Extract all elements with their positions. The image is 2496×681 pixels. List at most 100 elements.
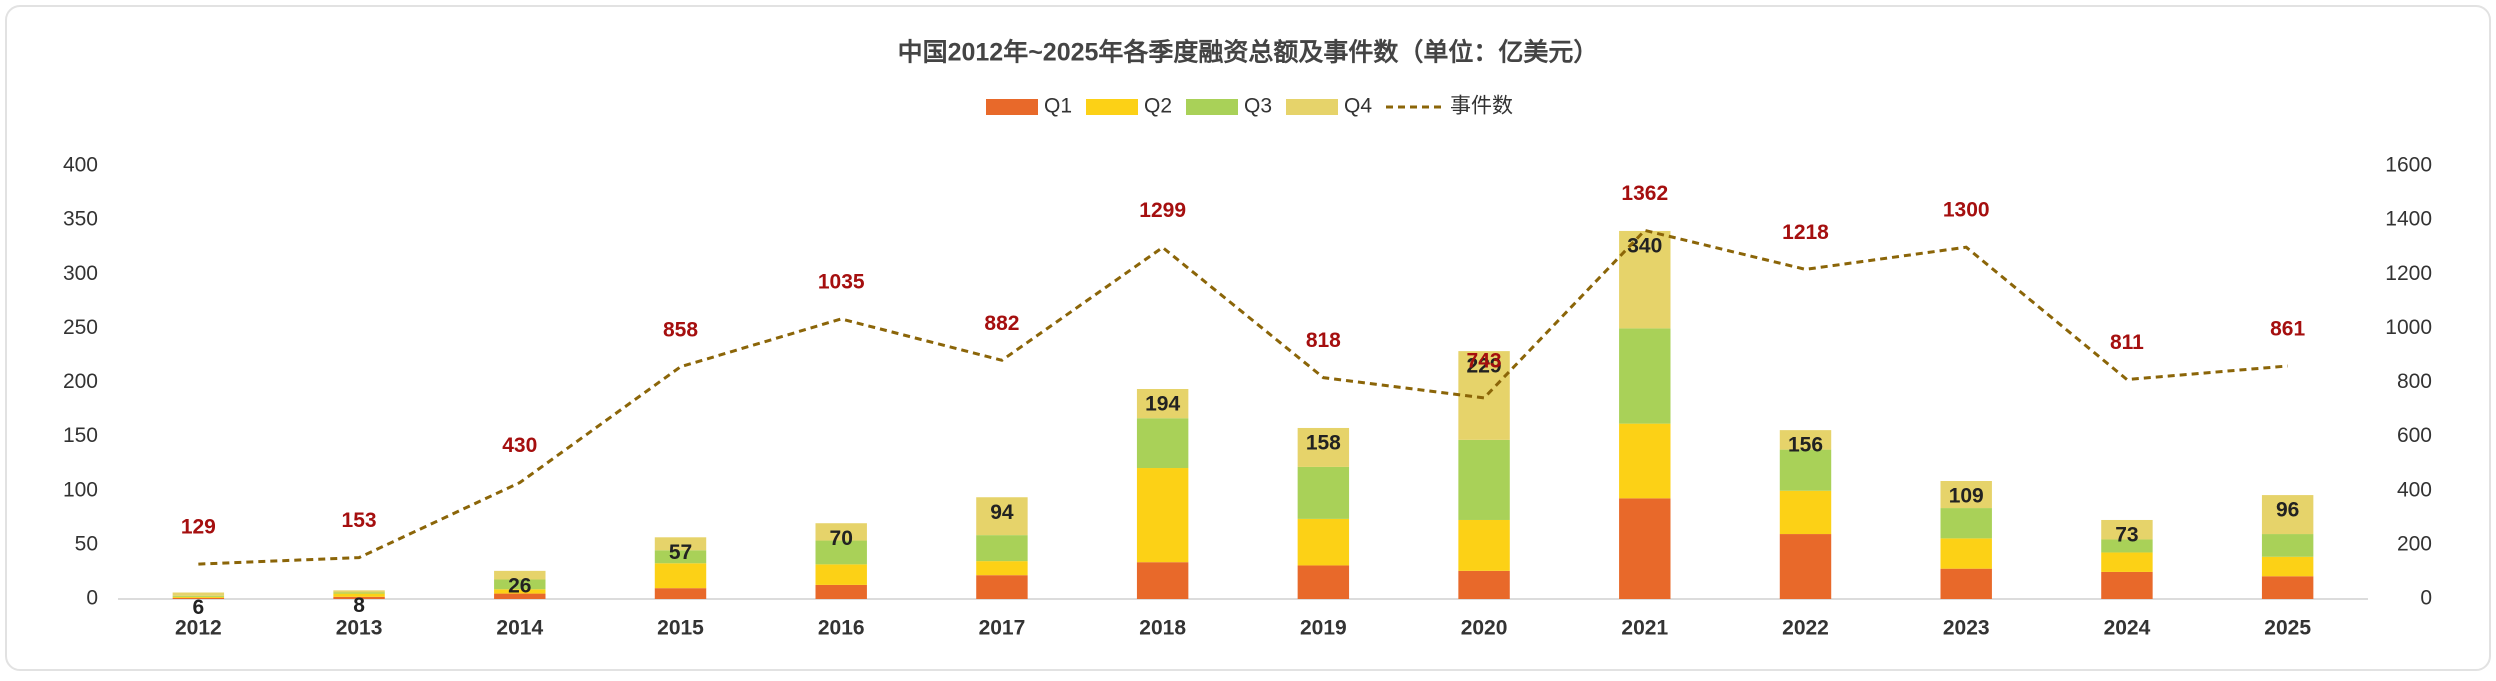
y2-tick-label: 1400 bbox=[2385, 208, 2432, 231]
bar-segment bbox=[2101, 519, 2153, 540]
bar-segment bbox=[976, 535, 1028, 562]
x-tick-label: 2013 bbox=[336, 617, 383, 640]
bar-segment bbox=[1619, 328, 1671, 424]
bar-segment bbox=[333, 593, 385, 597]
bar-segment bbox=[1779, 449, 1832, 491]
legend-label: Q2 bbox=[1144, 95, 1172, 118]
y-tick-label: 250 bbox=[63, 316, 98, 339]
bar-segment bbox=[2261, 576, 2314, 599]
bar-segment bbox=[1619, 423, 1671, 499]
bar-segment bbox=[172, 595, 225, 597]
bar-segment bbox=[976, 575, 1028, 599]
legend-swatch bbox=[1086, 99, 1138, 115]
bar-segment bbox=[333, 596, 385, 599]
bar-segment bbox=[1779, 490, 1832, 535]
event-line bbox=[198, 228, 2288, 566]
event-label: 882 bbox=[984, 312, 1019, 335]
legend-swatch bbox=[986, 99, 1038, 115]
x-tick-label: 2015 bbox=[657, 617, 704, 640]
event-label: 129 bbox=[181, 516, 216, 539]
bar-segment bbox=[976, 561, 1028, 576]
bar-segment bbox=[815, 540, 867, 565]
total-label: 109 bbox=[1949, 485, 1984, 508]
x-tick-label: 2023 bbox=[1943, 617, 1990, 640]
total-label: 156 bbox=[1788, 434, 1823, 457]
bar-segment bbox=[654, 537, 707, 551]
bar-segment bbox=[815, 564, 867, 585]
bar-segment bbox=[1940, 568, 1992, 599]
event-label: 430 bbox=[502, 434, 537, 457]
event-label: 1218 bbox=[1782, 221, 1829, 244]
legend-label: 事件数 bbox=[1450, 95, 1513, 118]
y-tick-label: 0 bbox=[86, 587, 98, 610]
bar-segment bbox=[2101, 571, 2153, 599]
bar-segment bbox=[2261, 534, 2314, 557]
bar-segment bbox=[2101, 552, 2153, 572]
bar-segment bbox=[1136, 388, 1189, 419]
event-label: 1035 bbox=[818, 270, 865, 293]
bar-segment bbox=[2261, 495, 2314, 535]
bar-segment bbox=[1458, 519, 1510, 571]
chart-title: 中国2012年~2025年各季度融资总额及事件数（单位：亿美元） bbox=[898, 38, 1599, 67]
event-label: 1362 bbox=[1621, 182, 1668, 205]
bar-segment bbox=[654, 550, 707, 564]
bar-segment bbox=[2101, 539, 2153, 553]
y-tick-label: 50 bbox=[75, 532, 98, 555]
bar-segment bbox=[1136, 468, 1189, 563]
y-tick-label: 150 bbox=[63, 424, 98, 447]
bar-segment bbox=[1458, 570, 1510, 599]
bar-segment bbox=[1136, 562, 1189, 599]
total-label: 57 bbox=[669, 541, 692, 564]
total-label: 96 bbox=[2276, 499, 2299, 522]
y2-tick-label: 1000 bbox=[2385, 316, 2432, 339]
bar-segment bbox=[1297, 466, 1350, 519]
bar-segment bbox=[172, 596, 225, 598]
bar-segment bbox=[1297, 565, 1350, 599]
bar-segment bbox=[333, 592, 385, 594]
y2-tick-label: 200 bbox=[2397, 532, 2432, 555]
x-tick-label: 2022 bbox=[1782, 617, 1829, 640]
bar-segment bbox=[654, 563, 707, 589]
event-label: 1299 bbox=[1139, 199, 1186, 222]
x-tick-label: 2016 bbox=[818, 617, 865, 640]
y2-tick-label: 1200 bbox=[2385, 262, 2432, 285]
y2-tick-label: 0 bbox=[2420, 587, 2432, 610]
x-tick-label: 2024 bbox=[2104, 617, 2151, 640]
legend-label: Q4 bbox=[1344, 95, 1372, 118]
bar-segment bbox=[1297, 427, 1350, 467]
event-label: 1300 bbox=[1943, 199, 1990, 222]
y2-tick-label: 600 bbox=[2397, 424, 2432, 447]
y-tick-label: 100 bbox=[63, 478, 98, 501]
bar-segment bbox=[494, 589, 546, 594]
bar-segment bbox=[1940, 508, 1992, 539]
legend-swatch bbox=[1186, 99, 1238, 115]
legend-label: Q1 bbox=[1044, 95, 1072, 118]
legend-label: Q3 bbox=[1244, 95, 1272, 118]
bar-segment bbox=[654, 588, 707, 599]
event-label: 858 bbox=[663, 318, 698, 341]
bar-segment bbox=[172, 592, 225, 596]
bar-segment bbox=[1940, 538, 1992, 569]
legend-swatch bbox=[1286, 99, 1338, 115]
bar-segment bbox=[1136, 418, 1189, 469]
bar-segment bbox=[815, 584, 867, 599]
total-label: 158 bbox=[1306, 432, 1341, 455]
total-label: 6 bbox=[193, 596, 205, 619]
total-label: 229 bbox=[1467, 355, 1502, 378]
chart-frame bbox=[5, 5, 2491, 671]
x-tick-label: 2020 bbox=[1461, 617, 1508, 640]
total-label: 340 bbox=[1627, 234, 1662, 257]
y-tick-label: 400 bbox=[63, 154, 98, 177]
y-tick-label: 350 bbox=[63, 208, 98, 231]
bar-segment bbox=[172, 597, 225, 599]
event-label: 743 bbox=[1467, 349, 1502, 372]
total-label: 194 bbox=[1145, 393, 1180, 416]
bar-segment bbox=[494, 579, 546, 590]
bar-segment bbox=[1779, 534, 1832, 599]
bar-segment bbox=[1297, 518, 1350, 566]
bar-segment bbox=[1458, 439, 1510, 520]
bar-segment bbox=[2261, 556, 2314, 577]
total-label: 8 bbox=[353, 594, 365, 617]
event-label: 811 bbox=[2110, 331, 2144, 354]
